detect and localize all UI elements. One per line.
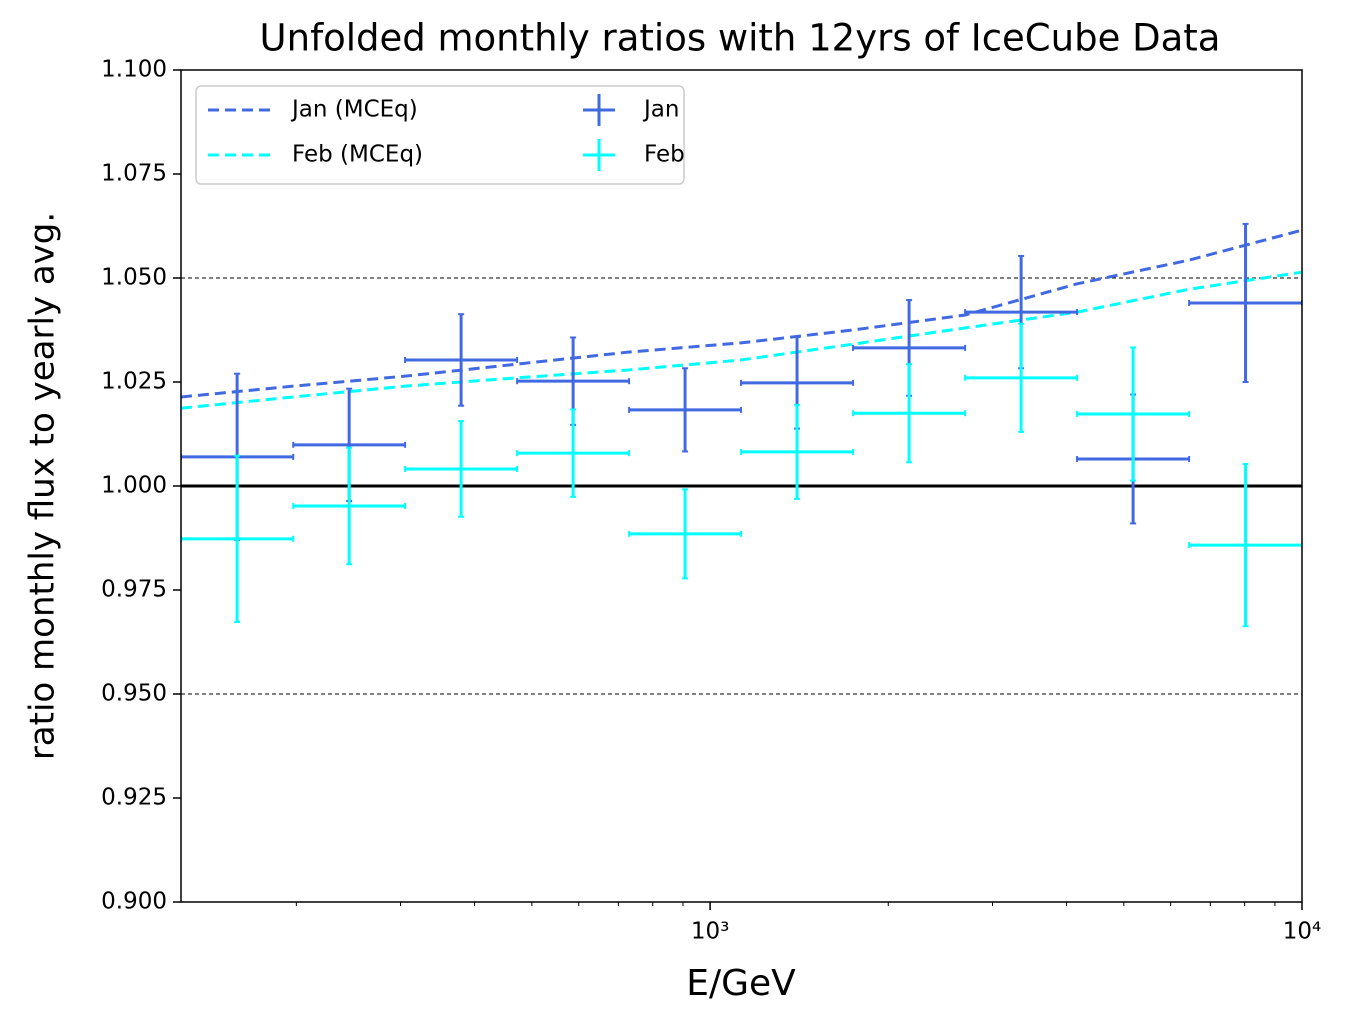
legend-box <box>195 85 685 185</box>
y-tick-label: 0.950 <box>101 681 167 707</box>
data-point <box>964 322 1079 433</box>
data-point <box>740 403 855 500</box>
x-tick-label: 10³ <box>691 919 730 945</box>
y-tick-label: 1.050 <box>101 265 167 291</box>
data-point <box>404 313 519 407</box>
data-point <box>628 367 743 453</box>
y-tick-label: 0.900 <box>101 889 167 915</box>
y-axis-label: ratio monthly flux to yearly avg. <box>23 212 63 760</box>
y-tick-label: 1.000 <box>101 473 167 499</box>
y-tick-label: 1.075 <box>101 161 167 187</box>
data-point <box>516 408 631 498</box>
data-point <box>628 488 743 580</box>
data-point <box>1076 346 1191 482</box>
data-point <box>404 420 519 518</box>
data-point <box>1188 462 1302 628</box>
legend-label: Jan <box>642 97 679 123</box>
data-point <box>181 454 295 624</box>
y-tick-label: 1.100 <box>101 57 167 83</box>
chart-title: Unfolded monthly ratios with 12yrs of Ic… <box>260 17 1221 60</box>
legend-label: Feb (MCEq) <box>292 142 423 168</box>
y-tick-label: 1.025 <box>101 369 167 395</box>
plot-frame <box>180 69 1303 903</box>
y-tick-label: 0.925 <box>101 785 167 811</box>
legend-label: Jan (MCEq) <box>290 97 418 123</box>
data-point <box>292 446 407 566</box>
plot-area <box>181 222 1302 695</box>
x-tick-label: 10⁴ <box>1283 919 1322 945</box>
legend-label: Feb <box>644 142 685 168</box>
legend: Jan (MCEq) Feb (MCEq) Jan Feb <box>195 85 685 185</box>
model-line <box>181 228 1302 399</box>
data-point <box>852 363 967 464</box>
data-point <box>1188 222 1302 383</box>
model-line <box>181 270 1302 410</box>
y-tick-label: 0.975 <box>101 577 167 603</box>
x-axis-label: E/GeV <box>686 963 796 1004</box>
